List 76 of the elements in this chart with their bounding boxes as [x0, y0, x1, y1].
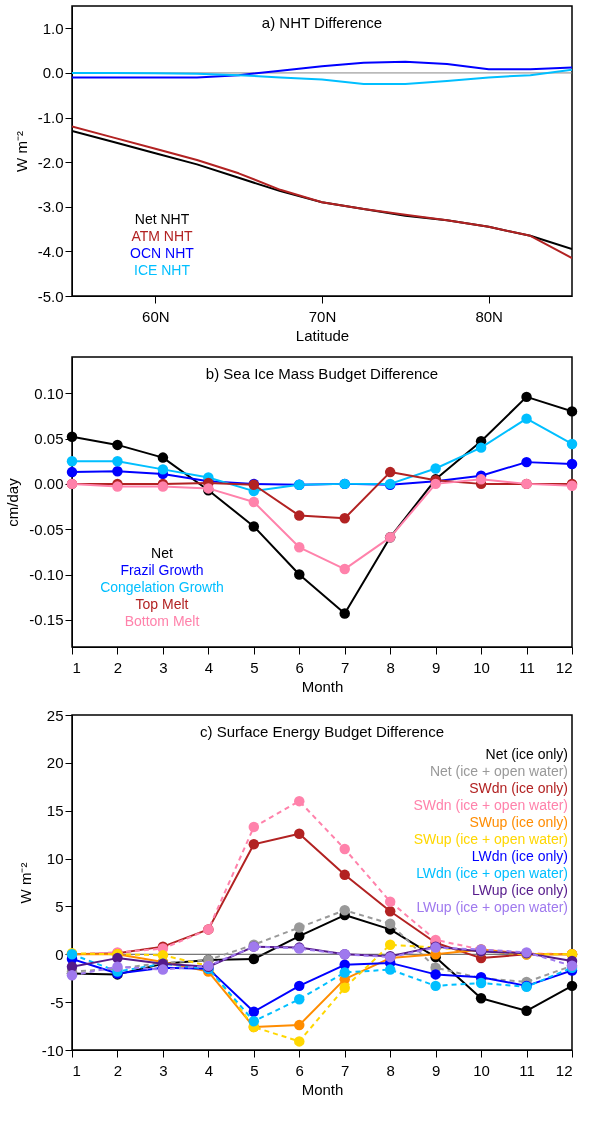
text: Top Melt — [135, 596, 189, 612]
x-tick-label: 6 — [295, 658, 304, 676]
text: LWup (ice only) — [472, 882, 568, 898]
text: LWdn (ice only) — [471, 848, 568, 864]
y-tick-label: -0.10 — [29, 566, 64, 583]
y-tick-label: 1.0 — [42, 19, 64, 37]
x-tick-label: 5 — [250, 1061, 259, 1079]
x-tick-label: 4 — [204, 658, 214, 676]
text: Net — [151, 545, 173, 561]
x-tick-label: 12 — [555, 1061, 573, 1079]
y-tick-label: 0.00 — [34, 475, 64, 493]
x-tick-label: 9 — [431, 658, 441, 676]
x-axis-title: Latitude — [295, 326, 350, 344]
x-tick-label: 8 — [386, 658, 395, 676]
y-tick-label: 0 — [55, 945, 64, 963]
x-tick-label: 2 — [113, 1061, 123, 1079]
x-tick-label: 70N — [308, 307, 337, 325]
x-tick-label: 60N — [142, 307, 170, 325]
x-tick-label: 2 — [113, 658, 123, 676]
y-tick-label: -4.0 — [37, 242, 64, 260]
y-axis-title: cm/day — [4, 477, 22, 527]
text: b) Sea Ice Mass Budget Difference — [205, 365, 439, 382]
text: LWdn (ice + open water) — [416, 865, 568, 881]
text: ATM NHT — [131, 228, 194, 244]
x-tick-label: 80N — [475, 307, 503, 325]
text: Net (ice + open water) — [429, 763, 568, 779]
x-tick-label: 7 — [341, 1061, 350, 1079]
text: Bottom Melt — [124, 613, 200, 629]
x-tick-label: 11 — [519, 658, 535, 676]
x-tick-label: 8 — [386, 1061, 395, 1079]
y-tick-label: -10 — [41, 1041, 64, 1059]
x-tick-label: 3 — [159, 1061, 168, 1079]
y-tick-label: 5 — [55, 897, 64, 915]
x-tick-label: 10 — [473, 1061, 490, 1079]
x-tick-label: 11 — [519, 1061, 535, 1079]
text: Net (ice only) — [485, 746, 568, 762]
y-tick-label: -3.0 — [37, 198, 64, 216]
text: SWdn (ice + open water) — [413, 797, 568, 813]
x-tick-label: 5 — [250, 658, 259, 676]
y-axis-title: W m⁻² — [12, 131, 30, 172]
text: SWup (ice only) — [469, 814, 568, 830]
y-tick-label: -1.0 — [37, 109, 64, 127]
x-tick-label: 3 — [159, 658, 168, 676]
y-tick-label: -0.05 — [29, 520, 64, 538]
x-axis-title: Month — [301, 677, 344, 695]
x-tick-label: 1 — [72, 1061, 81, 1079]
y-tick-label: 0.10 — [34, 384, 64, 402]
x-tick-label: 9 — [431, 1061, 441, 1079]
text: LWup (ice + open water) — [416, 899, 568, 915]
x-tick-label: 4 — [204, 1061, 214, 1079]
y-tick-label: -0.15 — [29, 611, 64, 629]
y-axis-title: W m⁻² — [16, 862, 34, 904]
y-tick-label: -5.0 — [37, 287, 64, 305]
y-tick-label: 10 — [46, 850, 64, 868]
text: Congelation Growth — [100, 579, 224, 595]
x-tick-label: 10 — [473, 658, 490, 676]
x-tick-label: 6 — [295, 1061, 304, 1079]
text: a) NHT Difference — [261, 14, 383, 31]
text: SWdn (ice only) — [469, 780, 568, 796]
x-tick-label: 1 — [72, 658, 81, 676]
y-tick-label: 0.0 — [42, 64, 64, 82]
y-tick-label: 0.05 — [34, 430, 64, 448]
y-tick-label: 25 — [46, 706, 64, 724]
y-tick-label: 15 — [46, 802, 64, 820]
text: OCN NHT — [130, 245, 195, 261]
text: c) Surface Energy Budget Difference — [199, 723, 445, 740]
text: SWup (ice + open water) — [413, 831, 568, 847]
x-axis-title: Month — [301, 1080, 344, 1098]
text: ICE NHT — [134, 262, 191, 278]
y-tick-label: -2.0 — [37, 153, 64, 171]
y-tick-label: 20 — [46, 754, 64, 772]
x-tick-label: 12 — [555, 658, 573, 676]
text: Net NHT — [134, 211, 190, 227]
y-tick-label: -5 — [50, 993, 64, 1011]
text: Frazil Growth — [120, 562, 204, 578]
x-tick-label: 7 — [341, 658, 350, 676]
